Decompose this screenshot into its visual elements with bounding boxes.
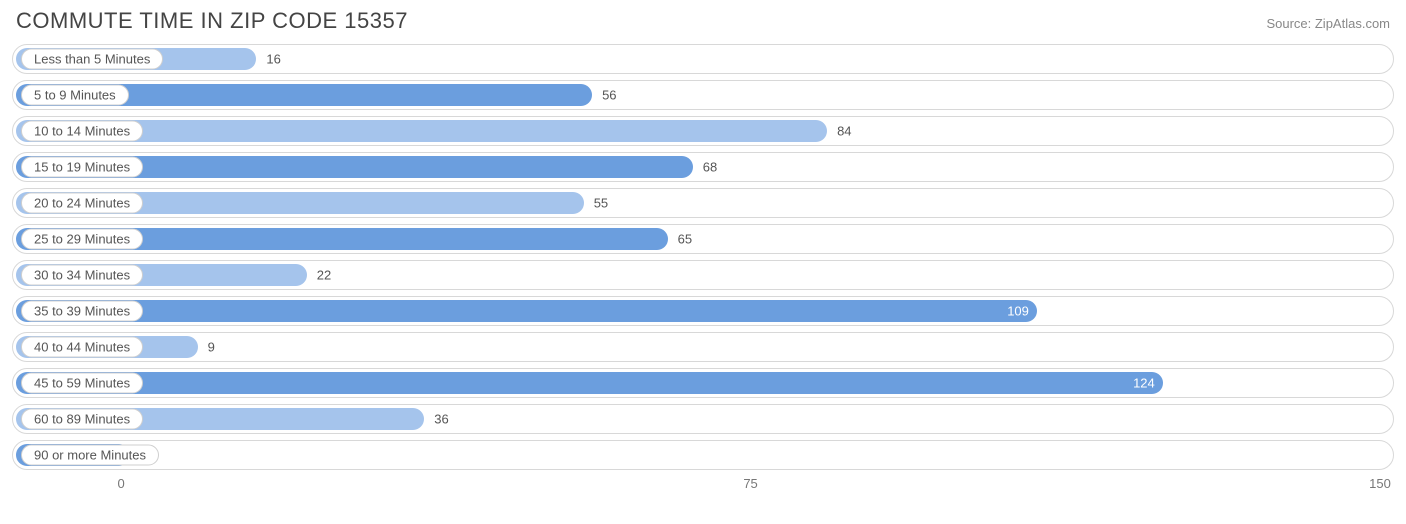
chart-row: 15 to 19 Minutes 68 xyxy=(12,152,1394,182)
chart-title: COMMUTE TIME IN ZIP CODE 15357 xyxy=(16,8,408,34)
chart-bar: 124 xyxy=(16,372,1163,394)
chart-row: 60 to 89 Minutes 36 xyxy=(12,404,1394,434)
chart-row: 5 to 9 Minutes 56 xyxy=(12,80,1394,110)
value-label: 56 xyxy=(602,88,616,103)
x-axis-tick: 150 xyxy=(1369,476,1391,491)
value-label: 68 xyxy=(703,160,717,175)
value-label: 36 xyxy=(434,412,448,427)
chart-source: Source: ZipAtlas.com xyxy=(1266,16,1390,31)
category-label: 15 to 19 Minutes xyxy=(21,157,143,178)
chart-row: 10 to 14 Minutes 84 xyxy=(12,116,1394,146)
value-label: 22 xyxy=(317,268,331,283)
chart-row: 30 to 34 Minutes 22 xyxy=(12,260,1394,290)
category-label: 35 to 39 Minutes xyxy=(21,301,143,322)
value-label: 16 xyxy=(266,52,280,67)
category-label: 45 to 59 Minutes xyxy=(21,373,143,394)
chart-row: 40 to 44 Minutes 9 xyxy=(12,332,1394,362)
x-axis-tick: 0 xyxy=(117,476,124,491)
chart-row: 124 45 to 59 Minutes xyxy=(12,368,1394,398)
category-label: 5 to 9 Minutes xyxy=(21,85,129,106)
chart-row: 90 or more Minutes1 xyxy=(12,440,1394,470)
value-label: 65 xyxy=(678,232,692,247)
chart-row: 109 35 to 39 Minutes xyxy=(12,296,1394,326)
category-label: 10 to 14 Minutes xyxy=(21,121,143,142)
category-label: 90 or more Minutes xyxy=(21,445,159,466)
value-label: 124 xyxy=(1133,376,1155,391)
x-axis: 0 75 150 xyxy=(12,476,1394,498)
category-label: 25 to 29 Minutes xyxy=(21,229,143,250)
category-label: Less than 5 Minutes xyxy=(21,49,163,70)
category-label: 30 to 34 Minutes xyxy=(21,265,143,286)
category-label: 20 to 24 Minutes xyxy=(21,193,143,214)
value-label: 109 xyxy=(1007,304,1029,319)
chart-row: Less than 5 Minutes 16 xyxy=(12,44,1394,74)
value-label: 84 xyxy=(837,124,851,139)
value-label: 55 xyxy=(594,196,608,211)
category-label: 40 to 44 Minutes xyxy=(21,337,143,358)
chart-row: 25 to 29 Minutes 65 xyxy=(12,224,1394,254)
bar-chart: Less than 5 Minutes 16 5 to 9 Minutes 56 10 … xyxy=(12,44,1394,524)
chart-bar: 109 xyxy=(16,300,1037,322)
value-label: 9 xyxy=(208,340,215,355)
chart-header: COMMUTE TIME IN ZIP CODE 15357 Source: Z… xyxy=(12,8,1394,44)
chart-row: 20 to 24 Minutes 55 xyxy=(12,188,1394,218)
x-axis-tick: 75 xyxy=(743,476,757,491)
category-label: 60 to 89 Minutes xyxy=(21,409,143,430)
